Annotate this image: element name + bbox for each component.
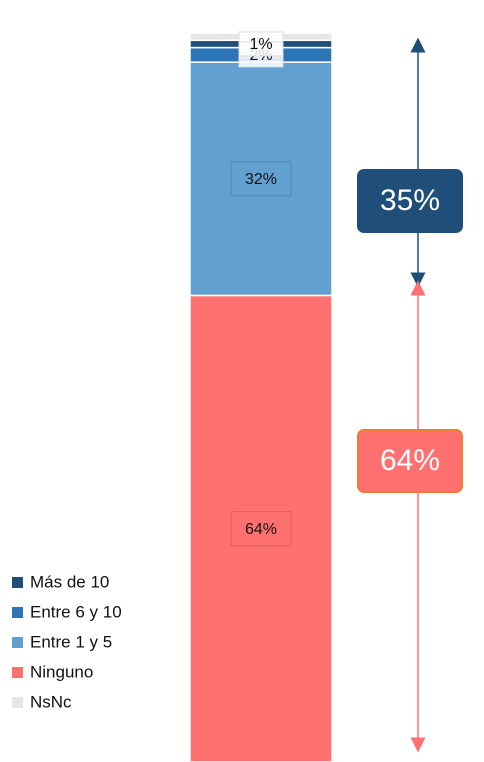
legend-swatch (12, 637, 23, 648)
label-box (230, 511, 292, 547)
label-box (230, 161, 292, 197)
legend-swatch (12, 607, 23, 618)
legend-label: Entre 6 y 10 (30, 602, 122, 621)
annotation-label: 64% (380, 444, 440, 477)
legend-swatch (12, 667, 23, 678)
data-label: 64% (245, 521, 277, 538)
legend-swatch (12, 577, 23, 588)
annotation-box (357, 429, 463, 493)
data-label: 1% (249, 36, 272, 53)
annotation-box (357, 169, 463, 233)
data-label: 32% (245, 171, 277, 188)
legend-label: Más de 10 (30, 572, 109, 591)
annotation-label: 35% (380, 184, 440, 217)
legend-swatch (12, 697, 23, 708)
legend-label: NsNc (30, 692, 72, 711)
label-box (238, 31, 284, 57)
legend-label: Entre 1 y 5 (30, 632, 112, 651)
legend-label: Ninguno (30, 662, 93, 681)
